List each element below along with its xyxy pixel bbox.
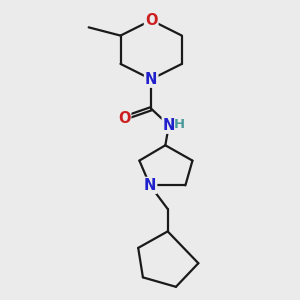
- Text: N: N: [144, 178, 156, 193]
- Text: N: N: [163, 118, 175, 133]
- Text: H: H: [174, 118, 185, 130]
- Text: O: O: [145, 13, 158, 28]
- Text: O: O: [118, 111, 130, 126]
- Text: N: N: [145, 72, 158, 87]
